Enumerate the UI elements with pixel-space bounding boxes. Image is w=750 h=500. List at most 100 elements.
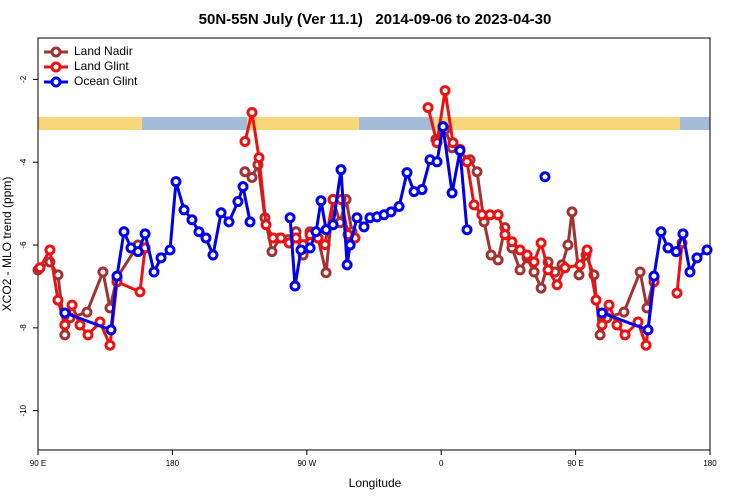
point [253,152,265,164]
point [671,287,683,299]
point [139,228,151,240]
point [514,264,526,276]
point [461,156,473,168]
x-tick-label: 0 [439,459,444,468]
point [266,246,278,258]
point [439,85,451,97]
point [648,270,660,282]
point [590,294,602,306]
point [446,187,458,199]
point [514,244,526,256]
point [74,319,86,331]
x-tick-label: 90 E [30,459,46,468]
legend-label: Land Glint [74,59,129,73]
point [341,259,353,271]
point [59,329,71,341]
point [148,266,160,278]
point [239,166,251,178]
point [619,329,631,341]
y-tick-label: -10 [19,404,28,416]
ocean-strip [359,117,434,130]
land-sea-band [38,117,710,130]
point [437,121,449,133]
y-tick-label: -6 [19,241,28,249]
point [232,196,244,208]
point [670,246,682,258]
point [246,172,258,184]
point [559,262,571,274]
point [320,267,332,279]
point [551,279,563,291]
y-tick-label: -4 [19,158,28,166]
point [539,171,551,183]
point [385,206,397,218]
point [566,206,578,218]
point [59,307,71,319]
point [170,176,182,188]
point [528,266,540,278]
point [506,236,518,248]
point [52,294,64,306]
point [492,209,504,221]
point [304,242,316,254]
x-tick-label: 90 W [297,459,316,468]
point [186,214,198,226]
point [59,319,71,331]
point [528,256,540,268]
point [132,246,144,258]
point [618,306,630,318]
point [611,319,623,331]
point [471,166,483,178]
point [454,145,466,157]
plot-frame [37,37,711,451]
point [178,204,190,216]
point [320,224,332,236]
ocean-strip [142,117,247,130]
point [535,237,547,249]
point [200,232,212,244]
point [358,221,370,233]
point [97,266,109,278]
point [223,216,235,228]
point [574,259,586,271]
point [105,324,117,336]
point [155,252,167,264]
point [215,207,227,219]
point [104,339,116,351]
point [461,224,473,236]
point [246,107,258,119]
point [662,242,674,254]
point [239,136,251,148]
point [164,244,176,256]
legend-label: Ocean Glint [74,74,138,88]
point [431,156,443,168]
point [594,329,606,341]
ocean-strip [680,117,710,130]
point [535,282,547,294]
point [573,269,585,281]
legend-marker [50,76,62,88]
point [677,228,689,240]
y-tick-label: -8 [19,324,28,332]
point [344,239,356,251]
point [111,270,123,282]
point [34,262,46,274]
point [542,264,554,276]
point [193,226,205,238]
point [351,212,363,224]
point [581,244,593,256]
x-tick-label: 180 [703,459,717,468]
point [640,339,652,351]
x-tick-label: 180 [166,459,180,468]
point [422,102,434,114]
point [562,239,574,251]
point [295,244,307,256]
point [521,249,533,261]
point [237,181,249,193]
point [327,219,339,231]
point [684,266,696,278]
chart-title: 50N-55N July (Ver 11.1) 2014-09-06 to 20… [199,11,552,28]
legend-marker [50,46,62,58]
legend-label: Land Nadir [74,44,133,58]
